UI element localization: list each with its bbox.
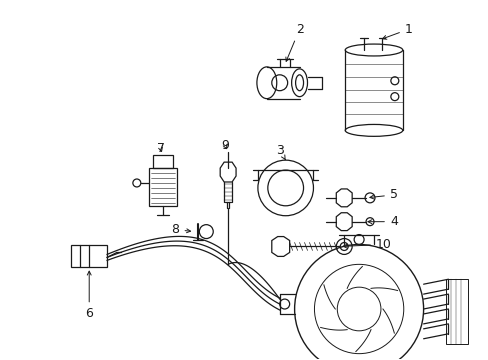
Bar (71, 246, 107, 267)
Text: 3: 3 (275, 144, 285, 159)
Bar (446, 279, 468, 344)
Bar (148, 168, 176, 206)
Bar (152, 155, 172, 168)
Text: 1: 1 (382, 23, 412, 39)
Text: 8: 8 (171, 223, 190, 236)
Text: 10: 10 (343, 238, 391, 251)
Text: 9: 9 (221, 139, 228, 152)
Text: 6: 6 (85, 271, 93, 320)
Text: 2: 2 (285, 23, 303, 61)
Text: 7: 7 (156, 142, 164, 155)
Text: 4: 4 (367, 215, 397, 228)
Text: 5: 5 (369, 188, 397, 201)
